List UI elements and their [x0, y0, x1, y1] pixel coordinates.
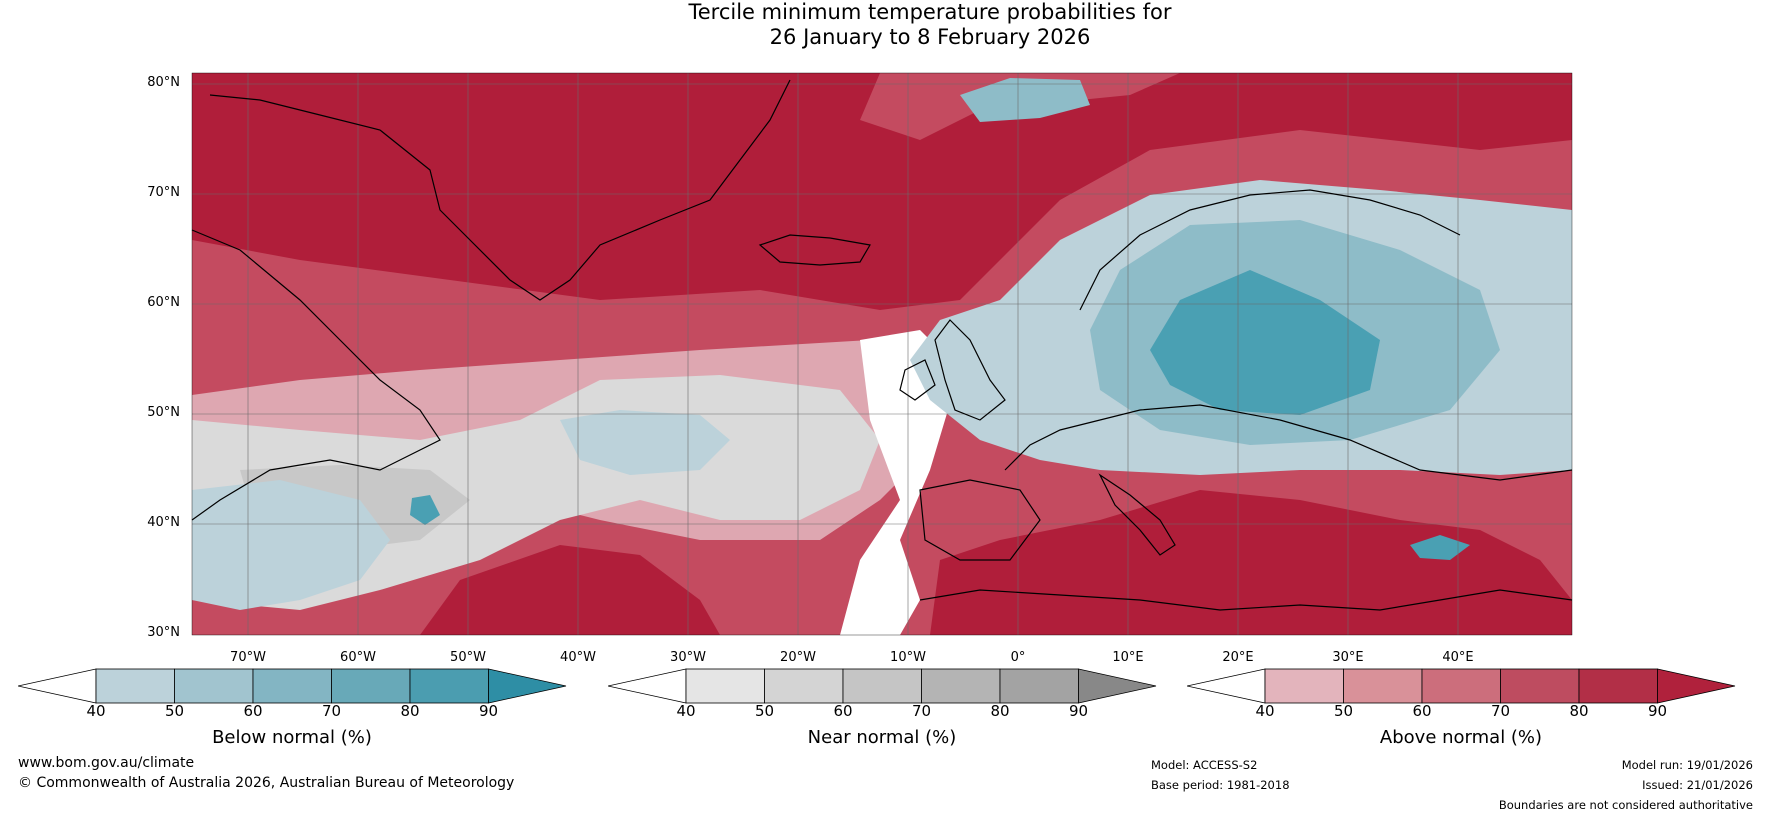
iceland-coast: [758, 234, 871, 266]
cbar-near-left-arrow: [608, 668, 687, 704]
cbar-below-tick-80: 80: [400, 702, 420, 720]
cbar-above-tick-50: 50: [1333, 702, 1354, 720]
map-title: Tercile minimum temperature probabilitie…: [0, 0, 1770, 50]
footer-model-run: Model run: 19/01/2026: [1621, 758, 1753, 772]
coastlines: [191, 79, 1573, 611]
lat-label-50n: 50°N: [147, 405, 180, 420]
cbar-below-segment-2: [174, 668, 254, 704]
cbar-near-tick-80: 80: [990, 702, 1010, 720]
footer-url: www.bom.gov.au/climate: [18, 755, 195, 771]
lon-label-50w: 50°W: [450, 650, 486, 665]
cbar-above-segment-2: [1343, 668, 1423, 704]
colorbar-above-normal: [1187, 668, 1736, 704]
lat-label-80n: 80°N: [147, 75, 180, 90]
italy-coast: [1098, 473, 1176, 556]
cbar-above-caption: Above normal (%): [1379, 727, 1543, 748]
lon-label-70w: 70°W: [230, 650, 266, 665]
cbar-below-right-arrow: [488, 668, 567, 704]
colorbar-near-normal: [608, 668, 1157, 704]
region-white-gap: [840, 330, 960, 635]
lon-label-0: 0°: [1010, 650, 1026, 665]
cbar-below-tick-60: 60: [243, 702, 263, 720]
cbar-below-left-arrow: [18, 668, 97, 704]
probability-field: [192, 73, 1572, 635]
map-frame: [191, 72, 1573, 636]
africa-coast: [919, 589, 1573, 611]
lat-label-70n: 70°N: [147, 185, 180, 200]
lon-label-30w: 30°W: [670, 650, 706, 665]
region-below-light-atlantic: [560, 410, 730, 475]
cbar-below-segment-1: [95, 668, 175, 704]
lat-label-60n: 60°N: [147, 295, 180, 310]
cbar-near-tick-90: 90: [1068, 702, 1089, 720]
lon-label-10e: 10°E: [1112, 650, 1144, 665]
cbar-above-segment-3: [1421, 668, 1501, 704]
region-below-dark-europe: [1150, 270, 1380, 415]
region-above-dark-north: [192, 73, 1572, 310]
lon-label-40e: 40°E: [1442, 650, 1474, 665]
colorbar-below-normal: [18, 668, 567, 704]
lon-label-10w: 10°W: [890, 650, 926, 665]
cbar-below-tick-90: 90: [478, 702, 499, 720]
cbar-above-right-arrow: [1657, 668, 1736, 704]
cbar-near-segment-2: [764, 668, 844, 704]
cbar-above-segment-5: [1578, 668, 1658, 704]
lon-label-30e: 30°E: [1332, 650, 1364, 665]
cbar-below-segment-5: [409, 668, 489, 704]
cbar-above-tick-70: 70: [1490, 702, 1511, 720]
europe-mainland: [1004, 404, 1573, 481]
cbar-below-caption: Below normal (%): [212, 727, 372, 748]
cbar-above-left-arrow: [1187, 668, 1266, 704]
cbar-above-tick-80: 80: [1569, 702, 1589, 720]
ireland-coast: [899, 359, 936, 401]
cbar-below-segment-3: [252, 668, 332, 704]
lat-label-40n: 40°N: [147, 515, 180, 530]
cbar-above-tick-40: 40: [1255, 702, 1275, 720]
cbar-above-tick-90: 90: [1647, 702, 1668, 720]
cbar-below-tick-50: 50: [164, 702, 185, 720]
cbar-above-segment-1: [1264, 668, 1344, 704]
footer-disclaimer: Boundaries are not considered authoritat…: [1498, 798, 1753, 812]
title-line-2: 26 January to 8 February 2026: [769, 25, 1091, 49]
region-above-dark-south: [930, 490, 1572, 635]
footer-issued: Issued: 21/01/2026: [1642, 778, 1753, 792]
cbar-near-segment-1: [685, 668, 765, 704]
lon-label-20e: 20°E: [1222, 650, 1254, 665]
footer-base-period: Base period: 1981-2018: [1151, 778, 1290, 792]
region-below-turkey: [1410, 535, 1470, 560]
title-line-1: Tercile minimum temperature probabilitie…: [688, 0, 1172, 24]
cbar-near-tick-60: 60: [833, 702, 853, 720]
cbar-above-tick-60: 60: [1412, 702, 1432, 720]
footer-copyright: © Commonwealth of Australia 2026, Austra…: [18, 775, 515, 791]
iberia-coast: [919, 479, 1041, 561]
cbar-near-tick-70: 70: [911, 702, 932, 720]
region-above-dark-southwest: [420, 545, 720, 635]
cbar-near-segment-3: [842, 668, 922, 704]
greenland-coast: [209, 79, 791, 301]
cbar-near-tick-40: 40: [676, 702, 696, 720]
region-below-top: [960, 78, 1090, 122]
lon-label-60w: 60°W: [340, 650, 376, 665]
cbar-below-tick-40: 40: [86, 702, 106, 720]
cbar-below-segment-4: [331, 668, 411, 704]
region-below-nwatlantic: [410, 495, 440, 525]
cbar-near-caption: Near normal (%): [807, 727, 957, 748]
lon-label-40w: 40°W: [560, 650, 596, 665]
footer-model: Model: ACCESS-S2: [1151, 758, 1258, 772]
cbar-above-segment-4: [1500, 668, 1580, 704]
cbar-near-right-arrow: [1078, 668, 1157, 704]
canada-coast: [191, 229, 441, 521]
scandinavia-coast: [1079, 189, 1461, 311]
britain-coast: [934, 319, 1006, 421]
cbar-near-segment-5: [999, 668, 1079, 704]
cbar-near-tick-50: 50: [754, 702, 775, 720]
cbar-below-tick-70: 70: [321, 702, 342, 720]
lat-label-30n: 30°N: [147, 625, 180, 640]
cbar-near-segment-4: [921, 668, 1001, 704]
region-below-light-west: [192, 480, 390, 610]
lon-label-20w: 20°W: [780, 650, 816, 665]
graticule: [192, 73, 1572, 635]
